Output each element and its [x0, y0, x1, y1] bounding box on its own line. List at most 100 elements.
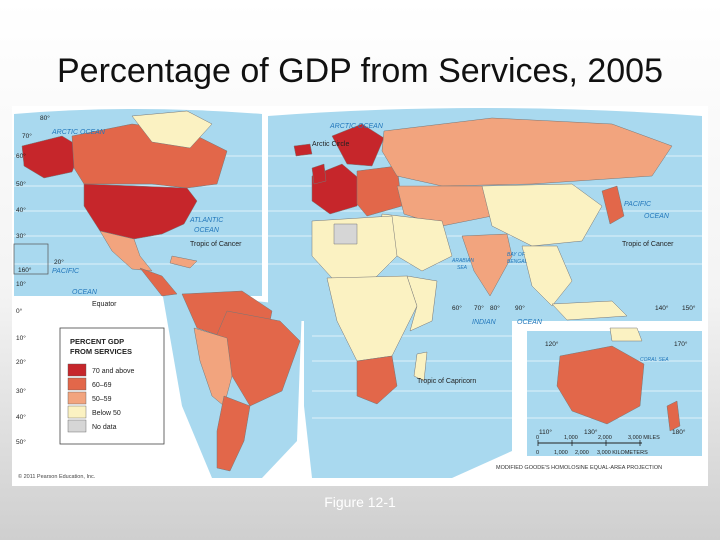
- region-alaska: [21, 135, 83, 179]
- map-legend: PERCENT GDP FROM SERVICES 70 and above 6…: [59, 327, 165, 445]
- lat-s40: 40°: [16, 413, 26, 421]
- copyright-label: © 2011 Pearson Education, Inc.: [18, 473, 96, 480]
- lat-40: 40°: [16, 206, 26, 214]
- region-greenland: [131, 110, 213, 149]
- region-east-africa: [406, 275, 438, 332]
- scale-km-3000: 3,000 KILOMETERS: [597, 450, 648, 456]
- label-indian-2: OCEAN: [517, 319, 543, 326]
- lat-s10: 10°: [16, 334, 26, 342]
- scale-miles-1000: 1,000: [564, 435, 578, 441]
- region-papua: [609, 327, 643, 342]
- lon-140e: 140°: [655, 304, 669, 312]
- lat-30: 30°: [16, 232, 26, 240]
- scale-km-0: 0: [536, 450, 539, 456]
- projection-label: MODIFIED GOODE'S HOMOLOSINE EQUAL-AREA P…: [496, 465, 662, 471]
- label-atlantic-2: OCEAN: [194, 227, 220, 234]
- region-caribbean: [169, 255, 198, 269]
- lat-80: 80°: [40, 114, 50, 122]
- label-indian-1: INDIAN: [472, 319, 497, 326]
- legend-label-no-data: No data: [92, 424, 117, 431]
- legend-swatch-60-69: [67, 377, 87, 391]
- lon-160w: 160°: [18, 266, 32, 274]
- region-madagascar: [413, 351, 428, 382]
- region-uk: [311, 163, 327, 185]
- legend-swatch-70-above: [67, 363, 87, 377]
- label-atlantic-1: ATLANTIC: [189, 217, 224, 224]
- region-west-sahara-no-data: [333, 223, 358, 245]
- inset-box: [13, 243, 49, 275]
- region-new-zealand: [666, 400, 681, 432]
- lon-120e: 120°: [545, 340, 559, 348]
- legend-swatch-50-59: [67, 391, 87, 405]
- lon-180e: 180°: [672, 428, 686, 436]
- lat-s50: 50°: [16, 438, 26, 446]
- lon-150e: 150°: [682, 304, 696, 312]
- lon-110e: 110°: [539, 428, 552, 436]
- region-south-africa: [356, 355, 398, 405]
- region-indonesia: [551, 300, 628, 321]
- lon-70e: 70°: [474, 304, 484, 312]
- label-arctic-ocean-left: ARCTIC OCEAN: [51, 129, 106, 136]
- label-bengal-2: BENGAL: [507, 259, 528, 265]
- world-map: Arctic Circle Tropic of Cancer Tropic of…: [12, 106, 708, 486]
- lon-170e: 170°: [674, 340, 688, 348]
- legend-label-60-69: 60–69: [92, 382, 112, 389]
- legend-swatch-below-50: [67, 405, 87, 419]
- lat-s20: 20°: [16, 358, 26, 366]
- region-usa: [83, 183, 198, 240]
- region-scandinavia: [331, 123, 385, 167]
- label-pacific-right-2: OCEAN: [644, 213, 670, 220]
- legend-title-line1: PERCENT GDP: [70, 337, 124, 346]
- legend-label-below-50: Below 50: [92, 410, 121, 417]
- lon-130e: 130°: [584, 428, 598, 436]
- lat-60: 60°: [16, 152, 26, 160]
- region-central-asia: [396, 185, 493, 227]
- lat-10: 10°: [16, 280, 26, 288]
- lat-0: 0°: [16, 307, 23, 315]
- lon-90e: 90°: [515, 304, 525, 312]
- legend-swatch-no-data: [67, 419, 87, 433]
- lat-70: 70°: [22, 132, 32, 140]
- label-pacific-left-1: PACIFIC: [52, 268, 80, 275]
- lon-60e: 60°: [452, 304, 462, 312]
- region-iceland: [293, 143, 313, 157]
- region-india: [461, 233, 513, 297]
- legend-title-line2: FROM SERVICES: [70, 347, 132, 356]
- region-russia: [381, 117, 673, 187]
- lat-20: 20°: [54, 258, 64, 266]
- legend-label-50-59: 50–59: [92, 396, 112, 403]
- region-southeast-asia: [521, 245, 573, 307]
- label-equator: Equator: [92, 301, 117, 308]
- region-central-america: [139, 267, 178, 297]
- region-china: [481, 183, 603, 247]
- scale-km-1000: 1,000: [554, 450, 568, 456]
- label-arabian-2: SEA: [457, 265, 468, 271]
- legend-label-70-above: 70 and above: [92, 368, 135, 375]
- label-arabian-1: ARABIAN: [451, 258, 474, 264]
- label-arctic-circle: Arctic Circle: [312, 141, 349, 148]
- lon-80e: 80°: [490, 304, 500, 312]
- region-eastern-europe: [356, 165, 403, 217]
- map-svg: Arctic Circle Tropic of Cancer Tropic of…: [13, 108, 702, 480]
- figure-caption: Figure 12-1: [324, 494, 396, 510]
- scale-bar: 0 1,000 2,000 3,000 MILES 0 1,000 2,000 …: [536, 435, 660, 456]
- scale-miles-2000: 2,000: [598, 435, 612, 441]
- region-australia: [556, 345, 645, 425]
- region-japan: [601, 185, 625, 225]
- lat-50: 50°: [16, 180, 26, 188]
- scale-miles-3000: 3,000 MILES: [628, 435, 660, 441]
- label-pacific-left-2: OCEAN: [72, 289, 98, 296]
- region-mexico: [99, 230, 153, 272]
- label-coral-sea: CORAL SEA: [640, 357, 669, 363]
- label-bengal-1: BAY OF: [507, 252, 526, 258]
- region-argentina: [216, 395, 251, 472]
- lat-s30: 30°: [16, 387, 26, 395]
- slide-title: Percentage of GDP from Services, 2005: [56, 52, 663, 90]
- label-tropic-capricorn: Tropic of Capricorn: [417, 378, 476, 385]
- label-arctic-ocean-right: ARCTIC OCEAN: [329, 123, 384, 130]
- label-pacific-right-1: PACIFIC: [624, 201, 652, 208]
- scale-miles-0: 0: [536, 435, 539, 441]
- label-tropic-cancer-left: Tropic of Cancer: [190, 241, 242, 248]
- scale-km-2000: 2,000: [575, 450, 589, 456]
- label-tropic-cancer-right: Tropic of Cancer: [622, 241, 674, 248]
